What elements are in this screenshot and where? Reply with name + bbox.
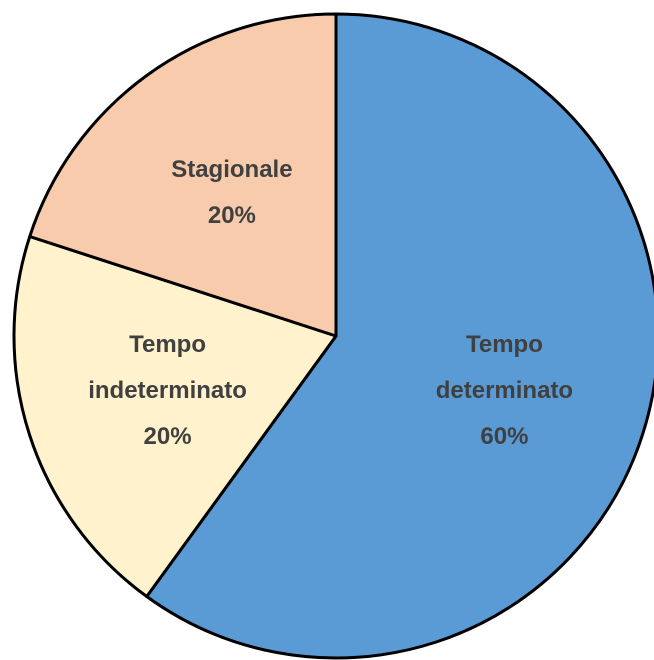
category-label: Stagionale [171,155,293,183]
value-label: 20% [207,201,256,229]
pie-slice [28,12,338,338]
pie-slice [12,234,338,599]
pie-slice [145,12,654,660]
slice-label: Stagionale 20% [132,147,332,239]
value-label: 20% [143,422,192,450]
slice-label: Tempo indeterminato 20% [68,322,268,460]
category-label: Tempo indeterminato [88,330,247,404]
slice-label: Tempo determinato 60% [404,322,604,460]
value-label: 60% [480,422,529,450]
category-label: Tempo determinato [435,330,574,404]
